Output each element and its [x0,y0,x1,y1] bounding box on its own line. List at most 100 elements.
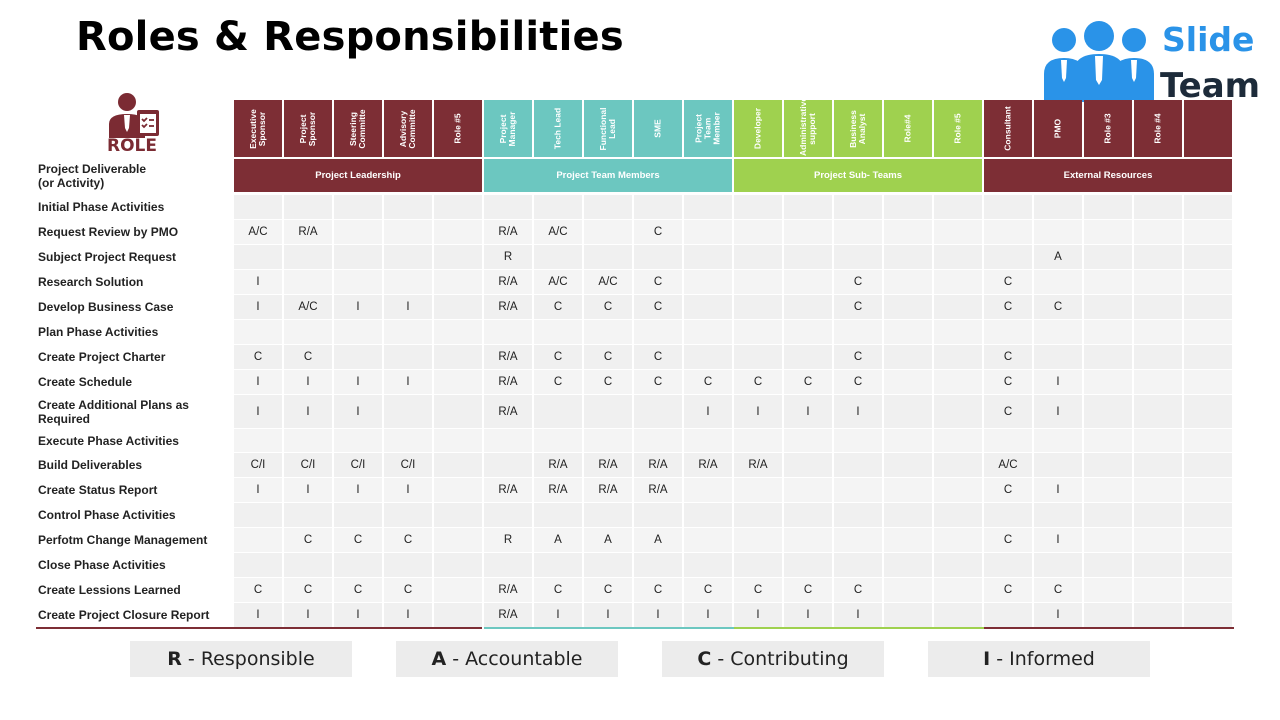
column-header: Business Analyst [834,100,882,157]
table-cell [934,553,982,577]
table-cell [684,478,732,502]
table-cell [684,320,732,344]
table-row: Control Phase Activities [36,503,1234,527]
table-cell: C/I [234,453,282,477]
table-cell [984,195,1032,219]
table-cell: I [384,295,432,319]
table-cell [1184,395,1232,428]
row-label: Develop Business Case [38,300,174,314]
table-cell [384,320,432,344]
table-cell [534,245,582,269]
table-cell: R/A [584,478,632,502]
table-cell [1184,503,1232,527]
table-cell: I [334,395,382,428]
table-cell [984,220,1032,244]
table-cell [934,453,982,477]
column-header-label: Project Sponsor [298,111,317,146]
logo-text-slide: Slide [1162,20,1255,59]
table-cell [934,345,982,369]
table-cell [884,395,932,428]
table-cell: C [584,295,632,319]
table-cell [884,603,932,627]
legend-contributing: C- Contributing [662,641,884,677]
table-cell: C [634,270,682,294]
column-header: Advisory Committe [384,100,432,157]
table-cell [734,345,782,369]
table-cell: R/A [684,453,732,477]
table-cell: A/C [534,220,582,244]
table-cell: R/A [484,603,532,627]
table-row: Build Deliverables C/I C/I C/I C/I R/A R/A R/A R… [36,453,1234,477]
group-bottom-line [36,627,482,629]
table-cell [784,429,832,452]
row-label: Create Project Charter [38,350,166,364]
row-label: Execute Phase Activities [38,433,179,448]
table-cell [684,345,732,369]
table-cell [1084,295,1132,319]
row-label: Plan Phase Activities [38,325,159,339]
table-cell [384,345,432,369]
table-cell: C [684,578,732,602]
legend-text: Accountable [465,648,583,670]
table-cell [1034,453,1082,477]
table-cell: I [784,603,832,627]
person-clipboard-icon [109,93,159,138]
table-cell [1084,345,1132,369]
table-row: Create Schedule I I I I R/A C C C C C C C C I [36,370,1234,394]
table-cell [234,429,282,452]
table-cell [1184,320,1232,344]
table-cell: C [1034,295,1082,319]
table-cell [934,578,982,602]
table-cell [1184,528,1232,552]
table-cell [834,453,882,477]
slideteam-logo: Slide Team [1040,18,1266,106]
table-cell [1034,429,1082,452]
table-cell: I [234,478,282,502]
role-header: ROLE [36,90,232,158]
column-header-label: Administrative support [798,100,817,156]
table-cell [334,345,382,369]
table-cell: C [284,578,332,602]
table-cell [384,220,432,244]
table-cell [884,370,932,394]
table-row: Close Phase Activities [36,553,1234,577]
table-cell: C [984,270,1032,294]
column-header: Role #3 [1084,100,1132,157]
table-cell [684,195,732,219]
column-header-label: Project Team Member [693,112,722,145]
table-row: Perfotm Change Management C C C R A A A C I [36,528,1234,552]
table-cell [384,195,432,219]
table-cell: R/A [484,478,532,502]
table-cell [684,528,732,552]
table-cell: C [984,370,1032,394]
group-bar: Project Team Members [484,159,732,192]
table-cell [884,553,932,577]
table-cell [1084,195,1132,219]
table-cell: I [234,603,282,627]
table-cell: I [284,395,332,428]
table-cell [1084,270,1132,294]
table-cell: C [734,370,782,394]
table-row: Develop Business Case I A/C I I R/A C C C C C C [36,295,1234,319]
table-cell [284,503,332,527]
table-cell [634,245,682,269]
table-cell: R/A [284,220,332,244]
column-header: Role#4 [884,100,932,157]
table-cell [1184,370,1232,394]
table-cell [434,295,482,319]
table-cell [1184,295,1232,319]
table-cell [734,195,782,219]
table-cell [1134,503,1182,527]
table-cell [384,503,432,527]
column-header: Project Manager [484,100,532,157]
table-cell: R/A [634,453,682,477]
group-bar: External Resources [984,159,1232,192]
table-cell: R/A [484,345,532,369]
table-cell: C [384,528,432,552]
table-cell [1084,503,1132,527]
table-cell: C [784,370,832,394]
table-cell [984,245,1032,269]
table-cell [734,429,782,452]
table-cell [1184,603,1232,627]
table-cell [884,429,932,452]
